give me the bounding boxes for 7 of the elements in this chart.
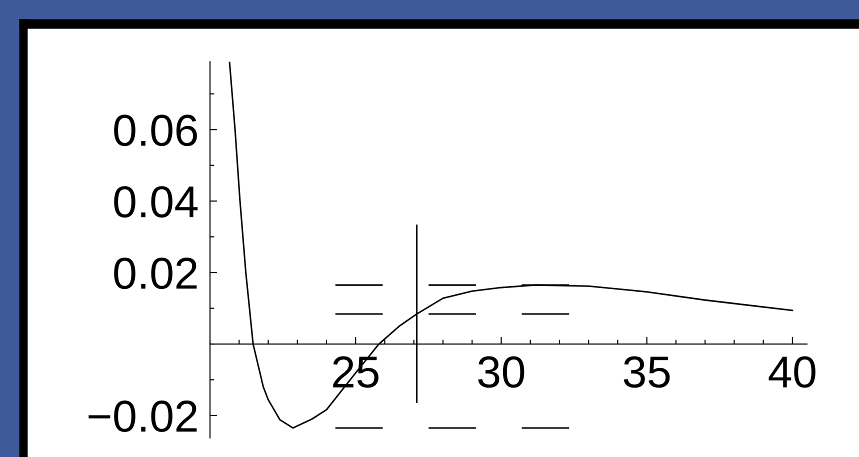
x-tick-label: 40: [768, 356, 816, 388]
y-tick-label: 0.04: [114, 186, 198, 218]
x-tick-label: 30: [478, 356, 524, 388]
y-tick-label: −0.02: [88, 400, 197, 432]
y-tick-label: 0.06: [114, 114, 197, 146]
y-tick-label: 0.02: [114, 258, 197, 290]
x-tick-label: 35: [624, 356, 670, 388]
